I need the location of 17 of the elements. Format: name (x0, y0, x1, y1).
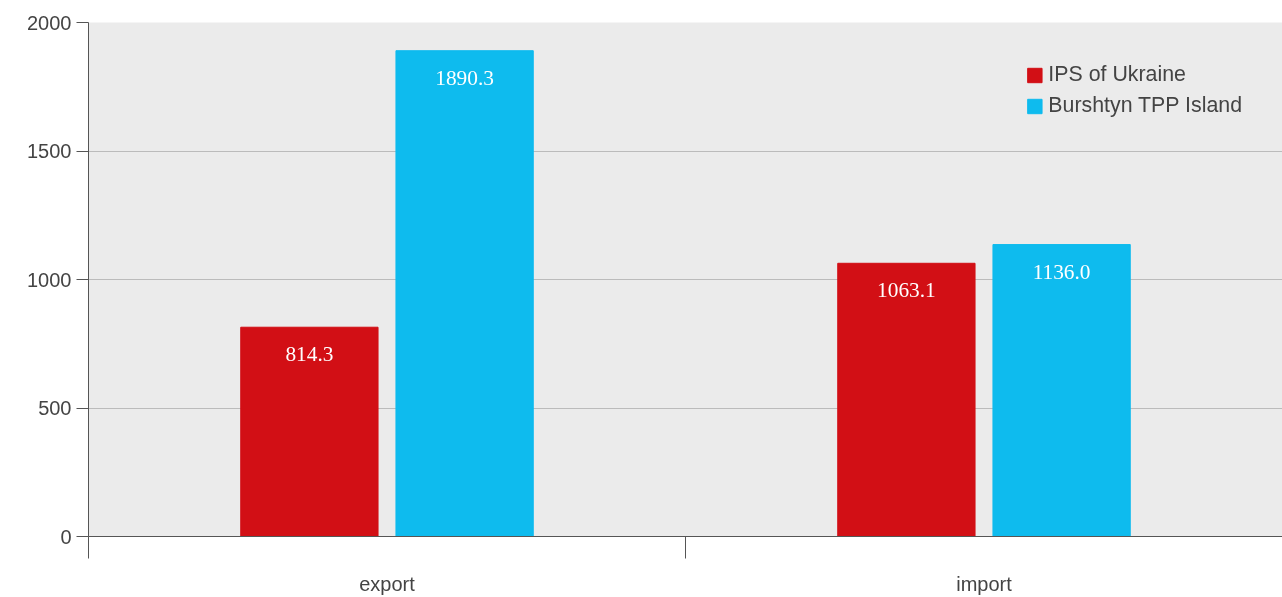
bar (992, 244, 1131, 537)
y-tick-label: 1500 (27, 140, 72, 162)
legend-label: Burshtyn TPP Island (1048, 93, 1242, 118)
y-tick-label: 0 (60, 525, 72, 548)
data-label: 1890.3 (435, 65, 494, 90)
legend-label: IPS of Ukraine (1048, 62, 1186, 87)
x-tick-label: export (359, 572, 416, 595)
data-label: 1136.0 (1032, 259, 1091, 284)
y-tick-label: 1000 (27, 268, 72, 291)
y-tick-label: 500 (38, 397, 72, 419)
bar (240, 326, 379, 537)
data-label: 1063.1 (877, 278, 936, 303)
x-tick-label: import (956, 572, 1013, 595)
data-label: 814.3 (285, 342, 334, 367)
y-tick-label: 2000 (27, 11, 72, 34)
bar (837, 262, 976, 537)
bar (395, 50, 534, 537)
